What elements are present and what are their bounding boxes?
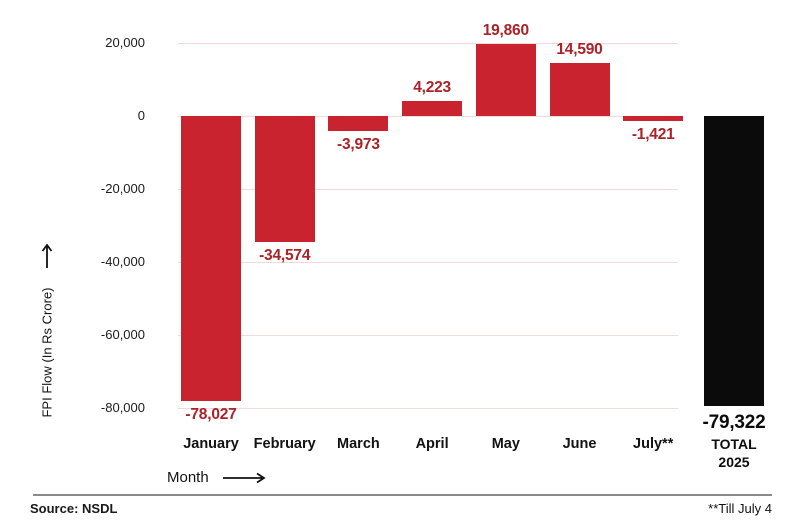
bar-february (254, 116, 315, 243)
x-axis-title-text: Month (167, 469, 209, 486)
bar-january (181, 116, 241, 401)
bar-may (475, 43, 536, 116)
month-label-march: March (337, 436, 380, 452)
bar-value-label-april: 4,223 (413, 78, 451, 96)
month-label-june: June (562, 436, 597, 452)
month-label-february: February (253, 436, 316, 452)
source-text: Source: NSDL (30, 501, 118, 516)
bar-july (623, 116, 684, 122)
total-category-line1: TOTAL (711, 436, 757, 452)
bar-value-label-march: -3,973 (337, 135, 380, 153)
month-label-april: April (415, 436, 449, 452)
bar-value-label-july: -1,421 (631, 126, 675, 144)
bar-total (704, 116, 764, 406)
gridline (178, 335, 678, 336)
bar-value-label-january: -78,027 (185, 405, 237, 423)
gridline (178, 189, 678, 190)
y-axis-tick-label: -40,000 (100, 254, 145, 269)
bar-value-label-june: 14,590 (556, 40, 603, 58)
month-label-january: January (183, 436, 239, 452)
gridline (178, 408, 678, 409)
bar-april (402, 100, 463, 116)
gridline (178, 116, 678, 117)
y-axis-tick-label: -20,000 (100, 181, 145, 196)
total-value-label: -79,322 (702, 411, 766, 433)
footer-divider (33, 494, 772, 496)
y-axis-tick-label: 20,000 (105, 35, 145, 50)
gridline (178, 43, 678, 44)
footnote-text: **Till July 4 (708, 501, 772, 516)
month-label-july: July** (633, 436, 674, 452)
bar-june (549, 62, 610, 116)
month-label-may: May (491, 436, 520, 452)
y-axis-tick-label: -80,000 (100, 400, 145, 415)
gridline (178, 262, 678, 263)
x-axis-arrow-icon (222, 472, 266, 483)
y-axis-title: FPI Flow (In Rs Crore) (39, 287, 55, 418)
bar-value-label-february: -34,574 (259, 247, 311, 265)
bar-march (328, 116, 389, 131)
y-axis-tick-label: 0 (137, 108, 145, 123)
y-axis-tick-label: -60,000 (100, 327, 145, 342)
bar-value-label-may: 19,860 (482, 21, 529, 39)
total-category-line2: 2025 (718, 454, 750, 470)
x-axis-title: Month (167, 469, 266, 486)
y-axis-arrow-icon (41, 243, 53, 268)
